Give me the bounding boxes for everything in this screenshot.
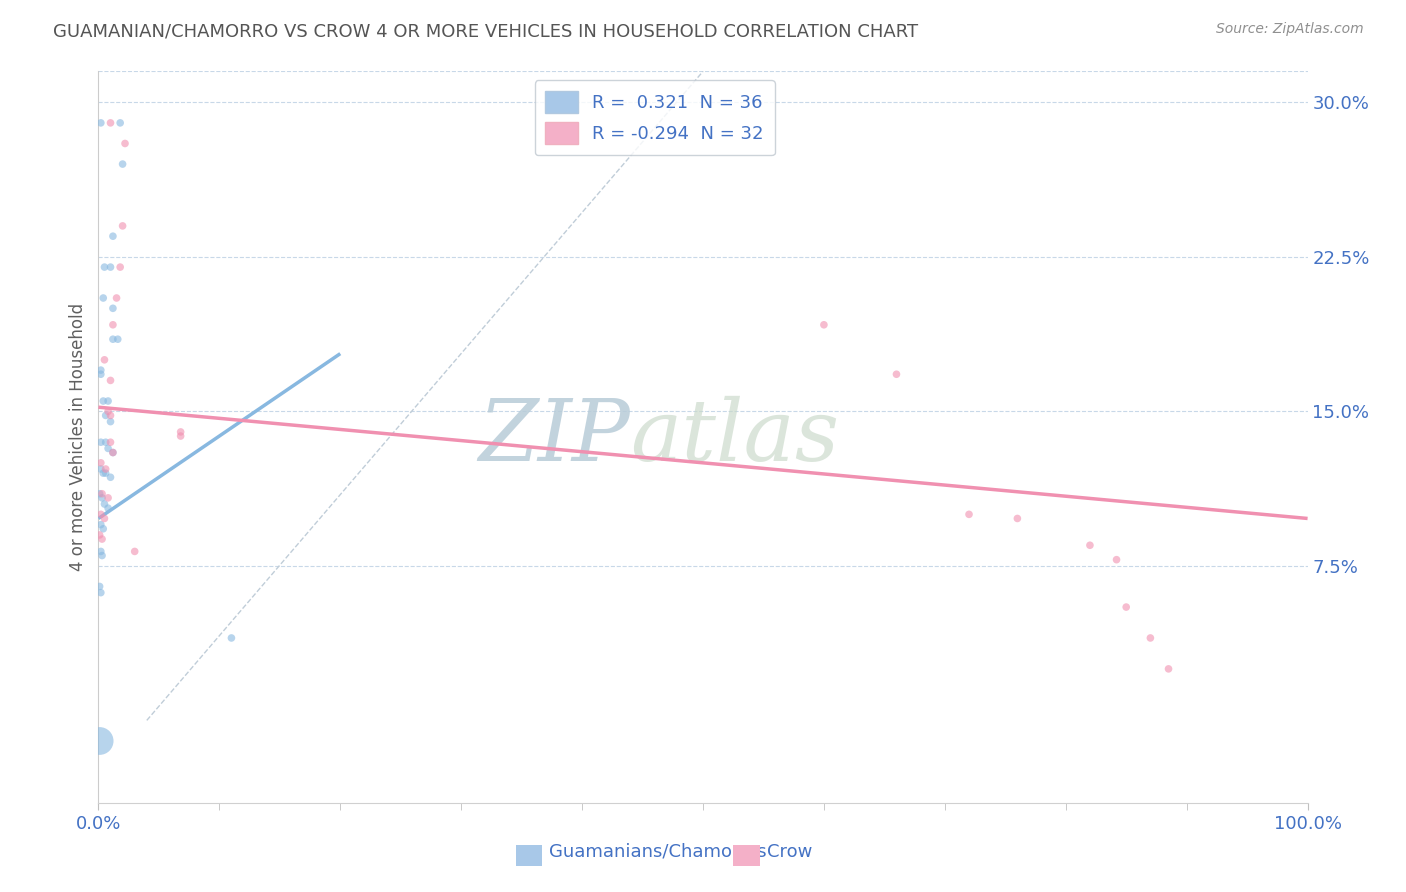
Point [90, 462, 112, 476]
Point [100, 260, 122, 274]
Point [107, 332, 129, 346]
Text: Crow: Crow [768, 843, 813, 861]
FancyBboxPatch shape [516, 846, 543, 866]
Point [93, 511, 115, 525]
Point [111, 157, 134, 171]
Point [91, 487, 114, 501]
Point [97, 394, 120, 409]
Point [1115, 600, 1137, 615]
Point [957, 508, 980, 522]
Text: Source: ZipAtlas.com: Source: ZipAtlas.com [1216, 22, 1364, 37]
Point [91, 466, 114, 480]
Point [100, 116, 122, 130]
Point [94, 409, 117, 423]
Point [94, 435, 117, 450]
Point [101, 445, 124, 459]
Point [100, 470, 122, 484]
Point [169, 425, 191, 439]
Point [93, 352, 115, 367]
Point [97, 491, 120, 505]
Point [108, 260, 131, 274]
Point [91, 491, 114, 505]
Point [97, 404, 120, 418]
Point [813, 318, 835, 332]
Point [1105, 552, 1128, 566]
Point [89, 528, 111, 542]
Point [111, 219, 134, 233]
Point [101, 229, 124, 244]
Legend: R =  0.321  N = 36, R = -0.294  N = 32: R = 0.321 N = 36, R = -0.294 N = 32 [534, 80, 775, 155]
Point [100, 415, 122, 429]
Point [90, 508, 112, 522]
Point [91, 532, 114, 546]
Point [90, 544, 112, 558]
Point [90, 585, 112, 599]
Point [91, 522, 114, 536]
Point [101, 318, 124, 332]
Point [90, 363, 112, 377]
Point [100, 409, 122, 423]
Text: Guamanians/Chamorros: Guamanians/Chamorros [550, 843, 768, 861]
Point [100, 373, 122, 387]
Point [1078, 538, 1101, 552]
Point [90, 368, 112, 382]
Point [94, 462, 117, 476]
Point [89, 734, 111, 748]
Point [105, 291, 128, 305]
FancyBboxPatch shape [734, 846, 759, 866]
Point [90, 517, 112, 532]
Point [114, 136, 136, 151]
Point [101, 332, 124, 346]
Point [91, 394, 114, 409]
Point [93, 260, 115, 274]
Point [1157, 662, 1180, 676]
Point [124, 544, 146, 558]
Point [101, 301, 124, 316]
Point [94, 466, 117, 480]
Point [100, 435, 122, 450]
Point [91, 291, 114, 305]
Point [221, 631, 243, 645]
Point [91, 549, 114, 563]
Point [108, 116, 131, 130]
Point [1007, 511, 1029, 525]
Text: atlas: atlas [630, 396, 839, 478]
Text: GUAMANIAN/CHAMORRO VS CROW 4 OR MORE VEHICLES IN HOUSEHOLD CORRELATION CHART: GUAMANIAN/CHAMORRO VS CROW 4 OR MORE VEH… [53, 22, 918, 40]
Point [90, 116, 112, 130]
Point [90, 456, 112, 470]
Point [89, 579, 111, 593]
Point [101, 445, 124, 459]
Point [169, 429, 191, 443]
Point [886, 368, 908, 382]
Y-axis label: 4 or more Vehicles in Household: 4 or more Vehicles in Household [69, 303, 87, 571]
Point [90, 435, 112, 450]
Point [97, 501, 120, 516]
Point [89, 487, 111, 501]
Point [97, 442, 120, 456]
Text: ZIP: ZIP [478, 396, 630, 478]
Point [93, 497, 115, 511]
Point [1139, 631, 1161, 645]
